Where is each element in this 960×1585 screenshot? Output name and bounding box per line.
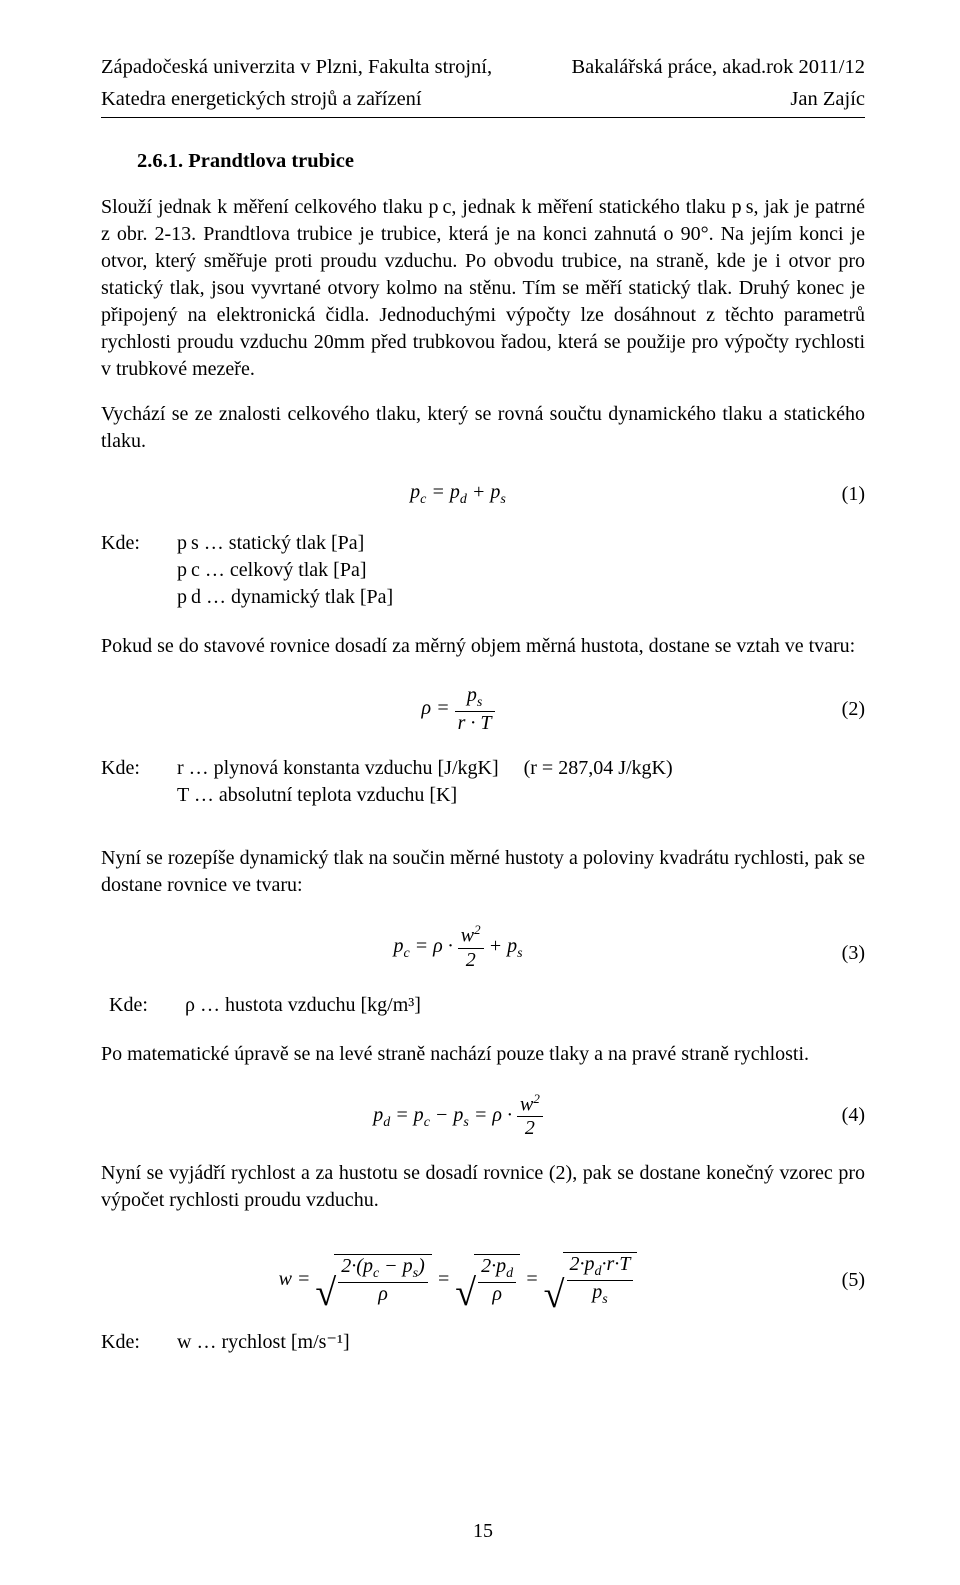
kde2-line-2: T … absolutní teplota vzduchu [K] — [177, 782, 865, 809]
section-number: 2.6.1. — [137, 150, 183, 172]
equation-3-body: pc = ρ · w22 + ps — [101, 923, 815, 972]
paragraph-6: Nyní se vyjádří rychlost a za hustotu se… — [101, 1160, 865, 1214]
equation-2-number: (2) — [815, 696, 865, 723]
kde4-label: Kde: — [101, 1329, 171, 1356]
paragraph-4: Nyní se rozepíše dynamický tlak na souči… — [101, 845, 865, 899]
header-left-top: Západočeská univerzita v Plzni, Fakulta … — [101, 54, 492, 82]
page-number: 15 — [101, 1518, 865, 1545]
equation-3: pc = ρ · w22 + ps (3) — [101, 923, 865, 972]
header-left-bot: Katedra energetických strojů a zařízení — [101, 86, 422, 114]
equation-1-body: pc = pd + ps — [101, 479, 815, 510]
paragraph-3: Pokud se do stavové rovnice dosadí za mě… — [101, 633, 865, 660]
paragraph-2: Vychází se ze znalosti celkového tlaku, … — [101, 401, 865, 455]
paragraph-1: Slouží jednak k měření celkového tlaku p… — [101, 194, 865, 383]
kde1-line-3: p d … dynamický tlak [Pa] — [177, 584, 865, 611]
equation-3-number: (3) — [815, 928, 865, 967]
equation-4-body: pd = pc − ps = ρ · w22 — [101, 1092, 815, 1141]
kde1-line-1: p s … statický tlak [Pa] — [177, 530, 865, 557]
kde2-line-1: r … plynová konstanta vzduchu [J/kgK] (r… — [177, 755, 865, 782]
kde-block-2: Kde: r … plynová konstanta vzduchu [J/kg… — [101, 755, 865, 809]
page-header-top: Západočeská univerzita v Plzni, Fakulta … — [101, 54, 865, 84]
equation-4: pd = pc − ps = ρ · w22 (4) — [101, 1092, 865, 1141]
kde-block-3: Kde: ρ … hustota vzduchu [kg/m³] — [109, 992, 865, 1019]
page-header-bottom: Katedra energetických strojů a zařízení … — [101, 86, 865, 119]
kde3-label: Kde: — [109, 992, 179, 1019]
equation-5-number: (5) — [815, 1267, 865, 1294]
kde2-label: Kde: — [101, 755, 171, 782]
section-heading: 2.6.1. Prandtlova trubice — [137, 148, 865, 176]
equation-1: pc = pd + ps (1) — [101, 479, 865, 510]
section-title: Prandtlova trubice — [188, 150, 354, 172]
kde-block-1: Kde: p s … statický tlak [Pa] p c … celk… — [101, 530, 865, 611]
equation-2: ρ = psr · T (2) — [101, 684, 865, 735]
equation-4-number: (4) — [815, 1102, 865, 1129]
header-right-top: Bakalářská práce, akad.rok 2011/12 — [571, 54, 865, 82]
kde3-line-1: ρ … hustota vzduchu [kg/m³] — [185, 992, 865, 1019]
equation-5-body: w = √ 2·(pc − ps)ρ = √ 2·pdρ = √ 2·pd·r·… — [101, 1252, 815, 1308]
header-right-bot: Jan Zajíc — [790, 86, 865, 114]
paragraph-5: Po matematické úpravě se na levé straně … — [101, 1041, 865, 1068]
kde4-line-1: w … rychlost [m/s⁻¹] — [177, 1329, 865, 1356]
kde1-line-2: p c … celkový tlak [Pa] — [177, 557, 865, 584]
equation-5: w = √ 2·(pc − ps)ρ = √ 2·pdρ = √ 2·pd·r·… — [101, 1252, 865, 1308]
kde-block-4: Kde: w … rychlost [m/s⁻¹] — [101, 1329, 865, 1356]
kde1-label: Kde: — [101, 530, 171, 557]
equation-2-body: ρ = psr · T — [101, 684, 815, 735]
equation-1-number: (1) — [815, 481, 865, 508]
